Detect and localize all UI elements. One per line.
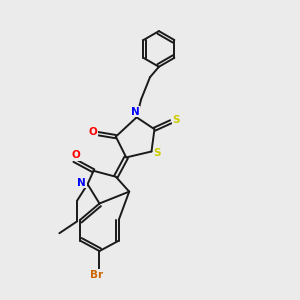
- Text: S: S: [154, 148, 161, 158]
- Text: Br: Br: [90, 270, 103, 280]
- Text: N: N: [77, 178, 86, 188]
- Text: O: O: [71, 150, 80, 160]
- Text: O: O: [88, 127, 97, 137]
- Text: N: N: [131, 107, 140, 117]
- Text: S: S: [172, 115, 180, 125]
